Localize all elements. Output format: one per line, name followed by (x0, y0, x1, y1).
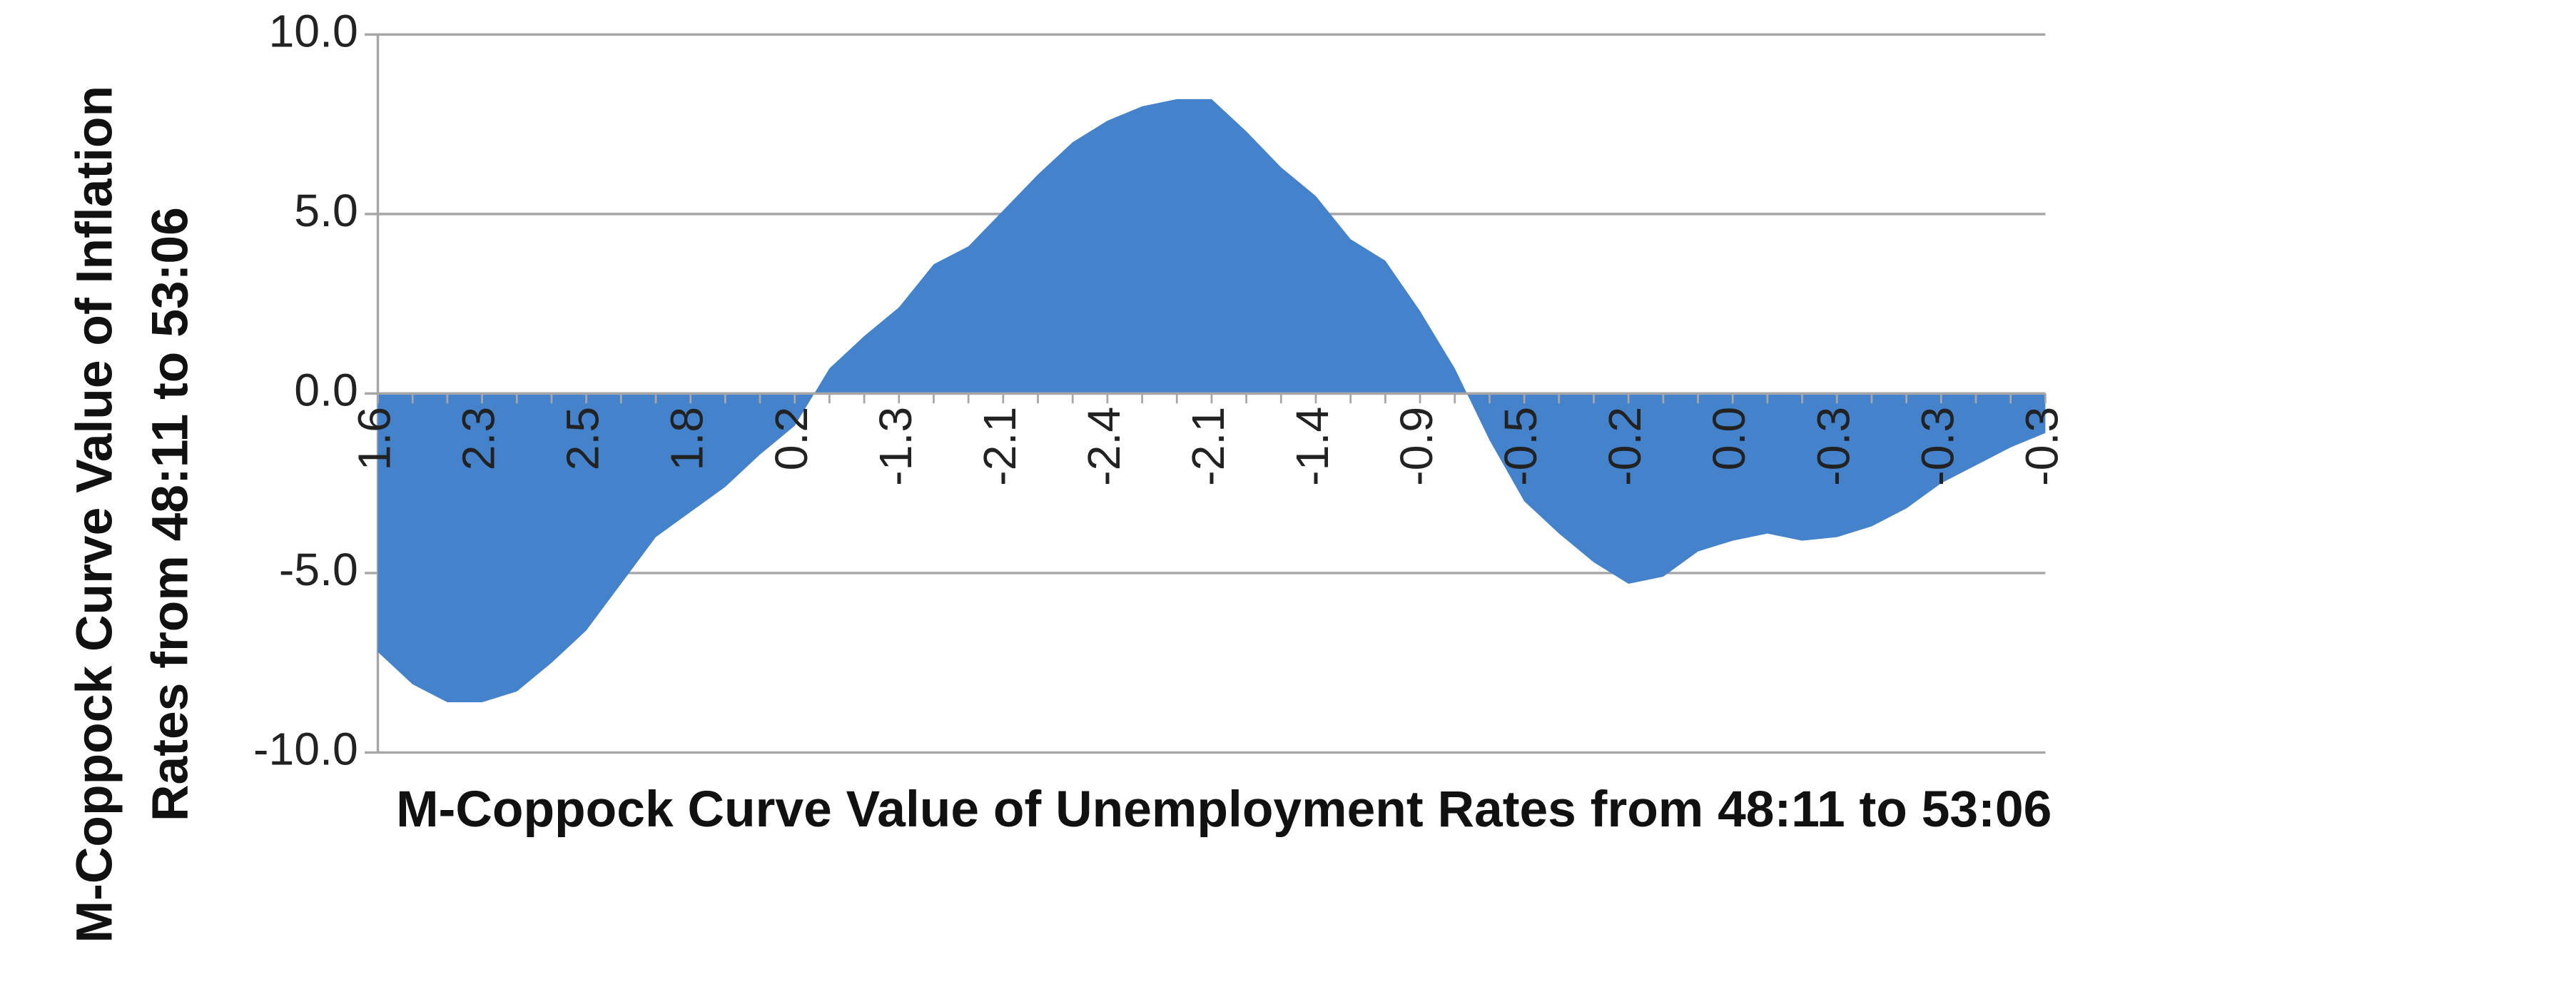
x-tick-label: 1.6 (349, 407, 400, 471)
x-tick-label: -0.3 (1912, 407, 1963, 486)
y-axis-title: M-Coppock Curve Value of Inflation Rates… (66, 85, 199, 943)
x-tick-label: -1.3 (870, 407, 921, 486)
y-tick-label: -5.0 (279, 544, 358, 595)
x-tick-label: 2.3 (453, 407, 504, 471)
x-tick-label: -0.2 (1599, 407, 1650, 486)
x-tick-label: -0.9 (1391, 407, 1442, 486)
x-tick-label: -0.3 (2016, 407, 2067, 486)
x-tick-label: -0.5 (1495, 407, 1546, 486)
y-tick-label: 5.0 (294, 185, 358, 236)
x-tick-label: 2.5 (557, 407, 609, 471)
x-tick-label: -2.1 (1182, 407, 1234, 486)
x-tick-label: -2.1 (974, 407, 1025, 486)
chart: -10.0 -5.0 0.0 5.0 10.0 1.6 2.3 2.5 1.8 0.2 -1.3 -2… (253, 5, 2067, 774)
x-tick-label: -1.4 (1287, 407, 1338, 486)
x-tick-label: 0.0 (1703, 407, 1755, 471)
x-axis-title: M-Coppock Curve Value of Unemployment Ra… (396, 780, 2052, 839)
x-tick-label: 1.8 (661, 407, 713, 471)
x-tick-label: -2.4 (1078, 407, 1130, 486)
area (377, 98, 2046, 703)
x-tick-label: 0.2 (766, 407, 817, 471)
y-tick-label: 0.0 (294, 364, 358, 415)
x-tick-label: -0.3 (1807, 407, 1859, 486)
chart-container: -10.0 -5.0 0.0 5.0 10.0 1.6 2.3 2.5 1.8 0.2 -1.3 -2… (66, 5, 2067, 943)
y-tick-label: 10.0 (268, 5, 358, 56)
page: -10.0 -5.0 0.0 5.0 10.0 1.6 2.3 2.5 1.8 0.2 -1.3 -2… (66, 5, 2068, 943)
y-tick-label: -10.0 (253, 723, 358, 774)
